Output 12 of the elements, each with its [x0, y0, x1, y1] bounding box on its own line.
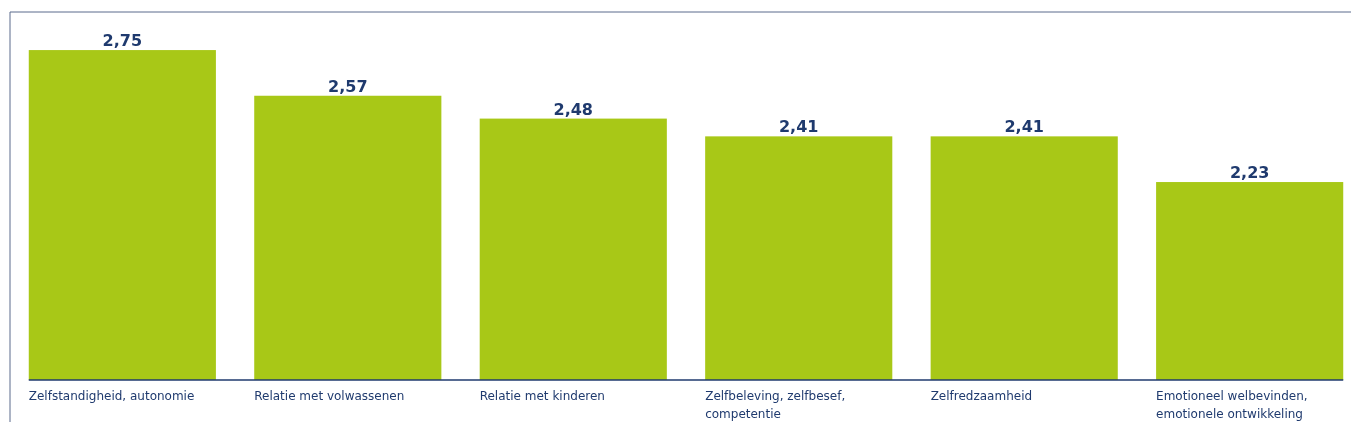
x-tick-label: Zelfstandigheid, autonomie: [28, 389, 195, 403]
x-tick-label: Relatie met kinderen: [479, 389, 605, 403]
x-tick-label: Zelfredzaamheid: [930, 389, 1033, 403]
data-label: 2,75: [102, 31, 143, 51]
data-label: 2,48: [553, 99, 594, 119]
data-label: 2,41: [778, 117, 819, 137]
data-label: 2,41: [1004, 117, 1044, 137]
x-tick-label: Emotioneel welbevinden, emotionele ontwikkeling: [1156, 389, 1308, 421]
x-tick-label: Zelfbeleving, zelfbesef, competentie: [705, 389, 846, 421]
x-tick-label: Relatie met volwassenen: [254, 389, 405, 403]
data-label: 2,57: [328, 76, 368, 96]
data-label: 2,23: [1229, 163, 1270, 183]
